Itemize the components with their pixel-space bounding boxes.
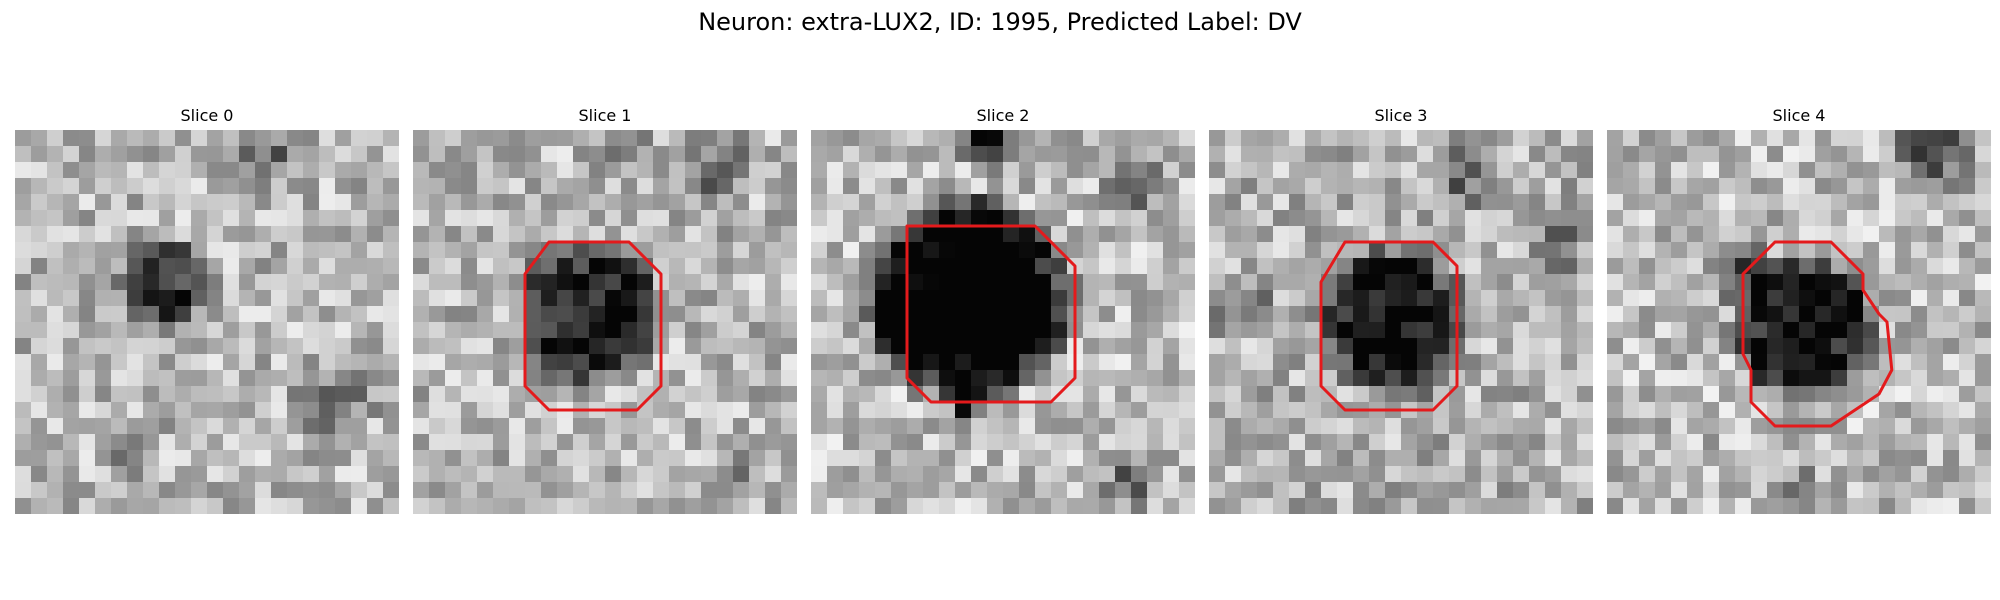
slice-texture <box>811 130 1195 514</box>
neuron-outline <box>523 240 663 412</box>
slice-panel-2: Slice 2 <box>811 106 1195 514</box>
slice-title: Slice 1 <box>578 106 632 125</box>
figure-title: Neuron: extra-LUX2, ID: 1995, Predicted … <box>698 8 1302 36</box>
slice-title: Slice 2 <box>976 106 1030 125</box>
slice-image <box>413 130 797 514</box>
slice-image <box>1607 130 1991 514</box>
slice-image <box>15 130 399 514</box>
neuron-outline <box>1741 240 1894 428</box>
slice-image <box>811 130 1195 514</box>
neuron-outline <box>1319 240 1459 412</box>
slice-texture <box>1209 130 1593 514</box>
slice-texture <box>1607 130 1991 514</box>
slice-panel-0: Slice 0 <box>15 106 399 514</box>
neuron-outline <box>905 224 1077 404</box>
slice-title: Slice 0 <box>180 106 234 125</box>
slice-texture <box>413 130 797 514</box>
slice-title: Slice 3 <box>1374 106 1428 125</box>
slice-panel-4: Slice 4 <box>1607 106 1991 514</box>
slice-image <box>1209 130 1593 514</box>
slice-panel-3: Slice 3 <box>1209 106 1593 514</box>
slice-panel-1: Slice 1 <box>413 106 797 514</box>
slice-texture <box>15 130 399 514</box>
slice-title: Slice 4 <box>1772 106 1826 125</box>
